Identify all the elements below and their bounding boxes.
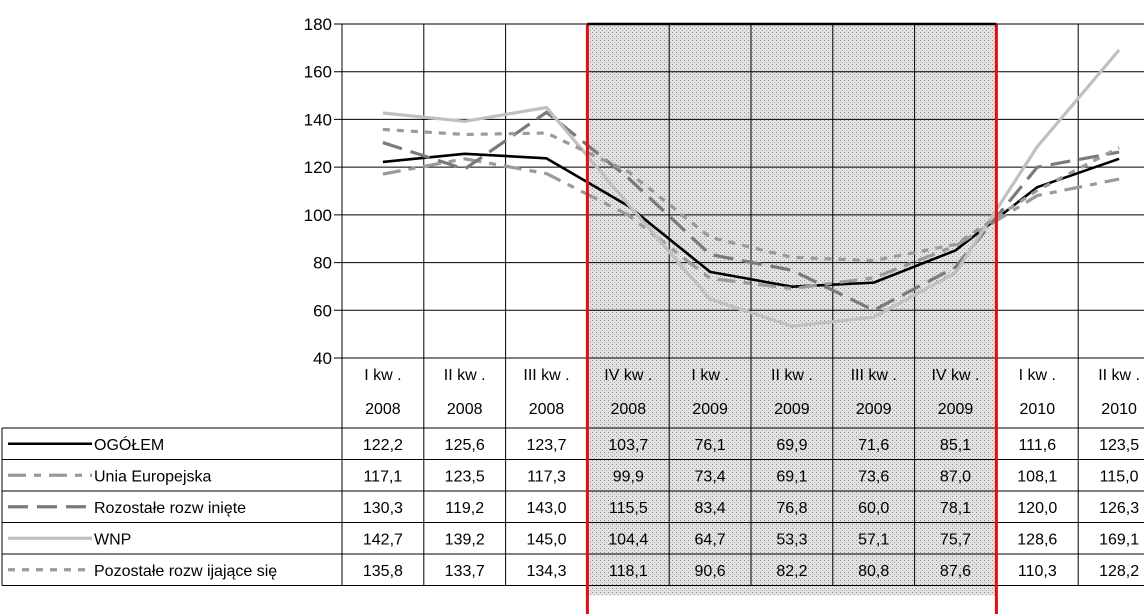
y-tick-label: 120 — [304, 158, 332, 177]
data-label: 60,0 — [858, 500, 889, 517]
category-label-quarter: IV kw . — [931, 367, 979, 384]
category-label-quarter: I kw . — [364, 367, 401, 384]
category-label-year: 2008 — [611, 401, 647, 418]
data-label: 125,6 — [445, 437, 485, 454]
data-label: 117,1 — [363, 468, 402, 485]
data-label: 90,6 — [695, 563, 726, 580]
legend-label: OGÓŁEM — [94, 435, 164, 454]
data-label: 80,8 — [858, 563, 889, 580]
data-label: 128,2 — [1099, 563, 1139, 580]
data-label: 145,0 — [526, 531, 566, 548]
category-label-quarter: III kw . — [851, 367, 897, 384]
y-tick-label: 140 — [304, 110, 332, 129]
data-label: 115,0 — [1100, 468, 1139, 485]
y-tick-label: 180 — [304, 15, 332, 34]
data-label: 76,8 — [776, 500, 807, 517]
data-label: 75,7 — [940, 531, 971, 548]
data-label: 123,7 — [526, 437, 566, 454]
data-label: 120,0 — [1017, 500, 1057, 517]
category-label-year: 2009 — [774, 401, 810, 418]
category-label-year: 2008 — [365, 401, 401, 418]
data-label: 82,2 — [776, 563, 807, 580]
legend-label: WNP — [94, 531, 131, 548]
y-tick-label: 80 — [313, 254, 332, 273]
data-label: 139,2 — [445, 531, 485, 548]
category-label-quarter: II kw . — [1098, 367, 1140, 384]
data-label: 110,3 — [1018, 563, 1057, 580]
y-tick-label: 60 — [313, 301, 332, 320]
data-label: 128,6 — [1017, 531, 1057, 548]
data-label: 118,1 — [609, 563, 648, 580]
data-label: 119,2 — [445, 500, 484, 517]
category-label-year: 2010 — [1020, 401, 1056, 418]
category-label-year: 2008 — [529, 401, 565, 418]
data-label: 133,7 — [445, 563, 485, 580]
data-label: 83,4 — [695, 500, 726, 517]
data-label: 64,7 — [695, 531, 726, 548]
data-label: 108,1 — [1017, 468, 1057, 485]
category-label-quarter: II kw . — [444, 367, 486, 384]
data-label: 87,0 — [940, 468, 971, 485]
highlight-border — [585, 22, 998, 614]
data-label: 126,3 — [1099, 500, 1139, 517]
data-label: 123,5 — [1099, 437, 1139, 454]
data-label: 111,6 — [1018, 437, 1056, 454]
data-label: 85,1 — [940, 437, 971, 454]
category-labels: I kw . 2008 II kw . 2008 III kw . 2008 IV kw .… — [364, 367, 1140, 418]
data-label: 123,5 — [445, 468, 485, 485]
category-label-quarter: II kw . — [771, 367, 813, 384]
data-label: 53,3 — [776, 531, 807, 548]
y-tick-labels: 40 60 80 100 120 140 160 180 — [304, 15, 332, 368]
category-label-quarter: I kw . — [1019, 367, 1056, 384]
category-label-year: 2009 — [938, 401, 974, 418]
data-label: 135,8 — [363, 563, 403, 580]
category-label-year: 2009 — [692, 401, 728, 418]
data-label: 122,2 — [363, 437, 403, 454]
category-label-quarter: I kw . — [691, 367, 728, 384]
data-label: 169,1 — [1099, 531, 1139, 548]
data-label: 87,6 — [940, 563, 971, 580]
category-label-quarter: IV kw . — [604, 367, 652, 384]
data-label: 130,3 — [363, 500, 403, 517]
category-label-year: 2008 — [447, 401, 483, 418]
data-label: 73,4 — [695, 468, 726, 485]
data-label: 134,3 — [526, 563, 566, 580]
data-label: 104,4 — [608, 531, 648, 548]
category-label-year: 2010 — [1101, 401, 1137, 418]
data-table: OGÓŁEM 122,2 125,6 123,7 103,7 76,1 69,9 71,6 85… — [1, 427, 1144, 586]
legend-label: Pozostałe rozw ijające się — [94, 563, 277, 580]
data-label: 115,5 — [609, 500, 648, 517]
data-label: 69,1 — [776, 468, 807, 485]
data-label: 103,7 — [608, 437, 648, 454]
data-label: 78,1 — [940, 500, 971, 517]
y-tick-label: 100 — [304, 206, 332, 225]
y-tick-label: 40 — [313, 349, 332, 368]
data-label: 76,1 — [695, 437, 726, 454]
category-label-quarter: III kw . — [523, 367, 569, 384]
data-label: 69,9 — [776, 437, 807, 454]
y-tick-label: 160 — [304, 63, 332, 82]
legend-label: Rozostałe rozw inięte — [94, 500, 246, 517]
data-label: 142,7 — [363, 531, 403, 548]
data-label: 143,0 — [526, 500, 566, 517]
data-label: 71,6 — [858, 437, 889, 454]
legend-label: Unia Europejska — [94, 468, 212, 485]
data-label: 117,3 — [527, 468, 566, 485]
data-label: 73,6 — [858, 468, 889, 485]
category-label-year: 2009 — [856, 401, 892, 418]
data-label: 57,1 — [858, 531, 889, 548]
data-label: 99,9 — [613, 468, 644, 485]
